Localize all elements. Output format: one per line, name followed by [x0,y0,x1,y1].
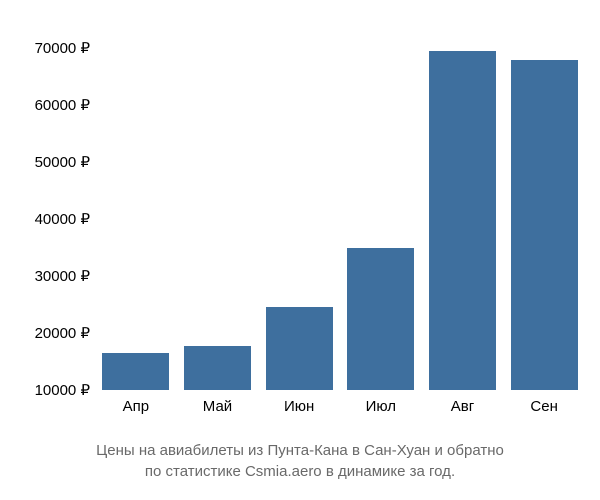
plot-area [95,20,585,390]
y-tick-label: 20000 ₽ [35,324,90,342]
bar [347,248,414,390]
x-tick-label: Сен [530,398,557,415]
bar [266,307,333,390]
x-tick-label: Июл [366,398,396,415]
caption-line-2: по статистике Csmia.aero в динамике за г… [145,463,455,480]
y-tick-label: 40000 ₽ [35,210,90,228]
y-tick-label: 30000 ₽ [35,267,90,285]
chart-container: 10000 ₽ 20000 ₽ 30000 ₽ 40000 ₽ 50000 ₽ 60000… [0,0,600,500]
bar [102,353,169,390]
y-tick-label: 60000 ₽ [35,96,90,114]
bar [184,346,251,390]
bar [429,51,496,390]
x-tick-label: Апр [123,398,149,415]
x-tick-label: Июн [284,398,314,415]
chart-caption: Цены на авиабилеты из Пунта-Кана в Сан-Х… [0,440,600,482]
x-tick-label: Май [203,398,232,415]
bar [511,60,578,390]
y-tick-label: 70000 ₽ [35,39,90,57]
x-tick-label: Авг [451,398,474,415]
y-tick-label: 50000 ₽ [35,153,90,171]
caption-line-1: Цены на авиабилеты из Пунта-Кана в Сан-Х… [96,442,504,459]
y-tick-label: 10000 ₽ [35,381,90,399]
